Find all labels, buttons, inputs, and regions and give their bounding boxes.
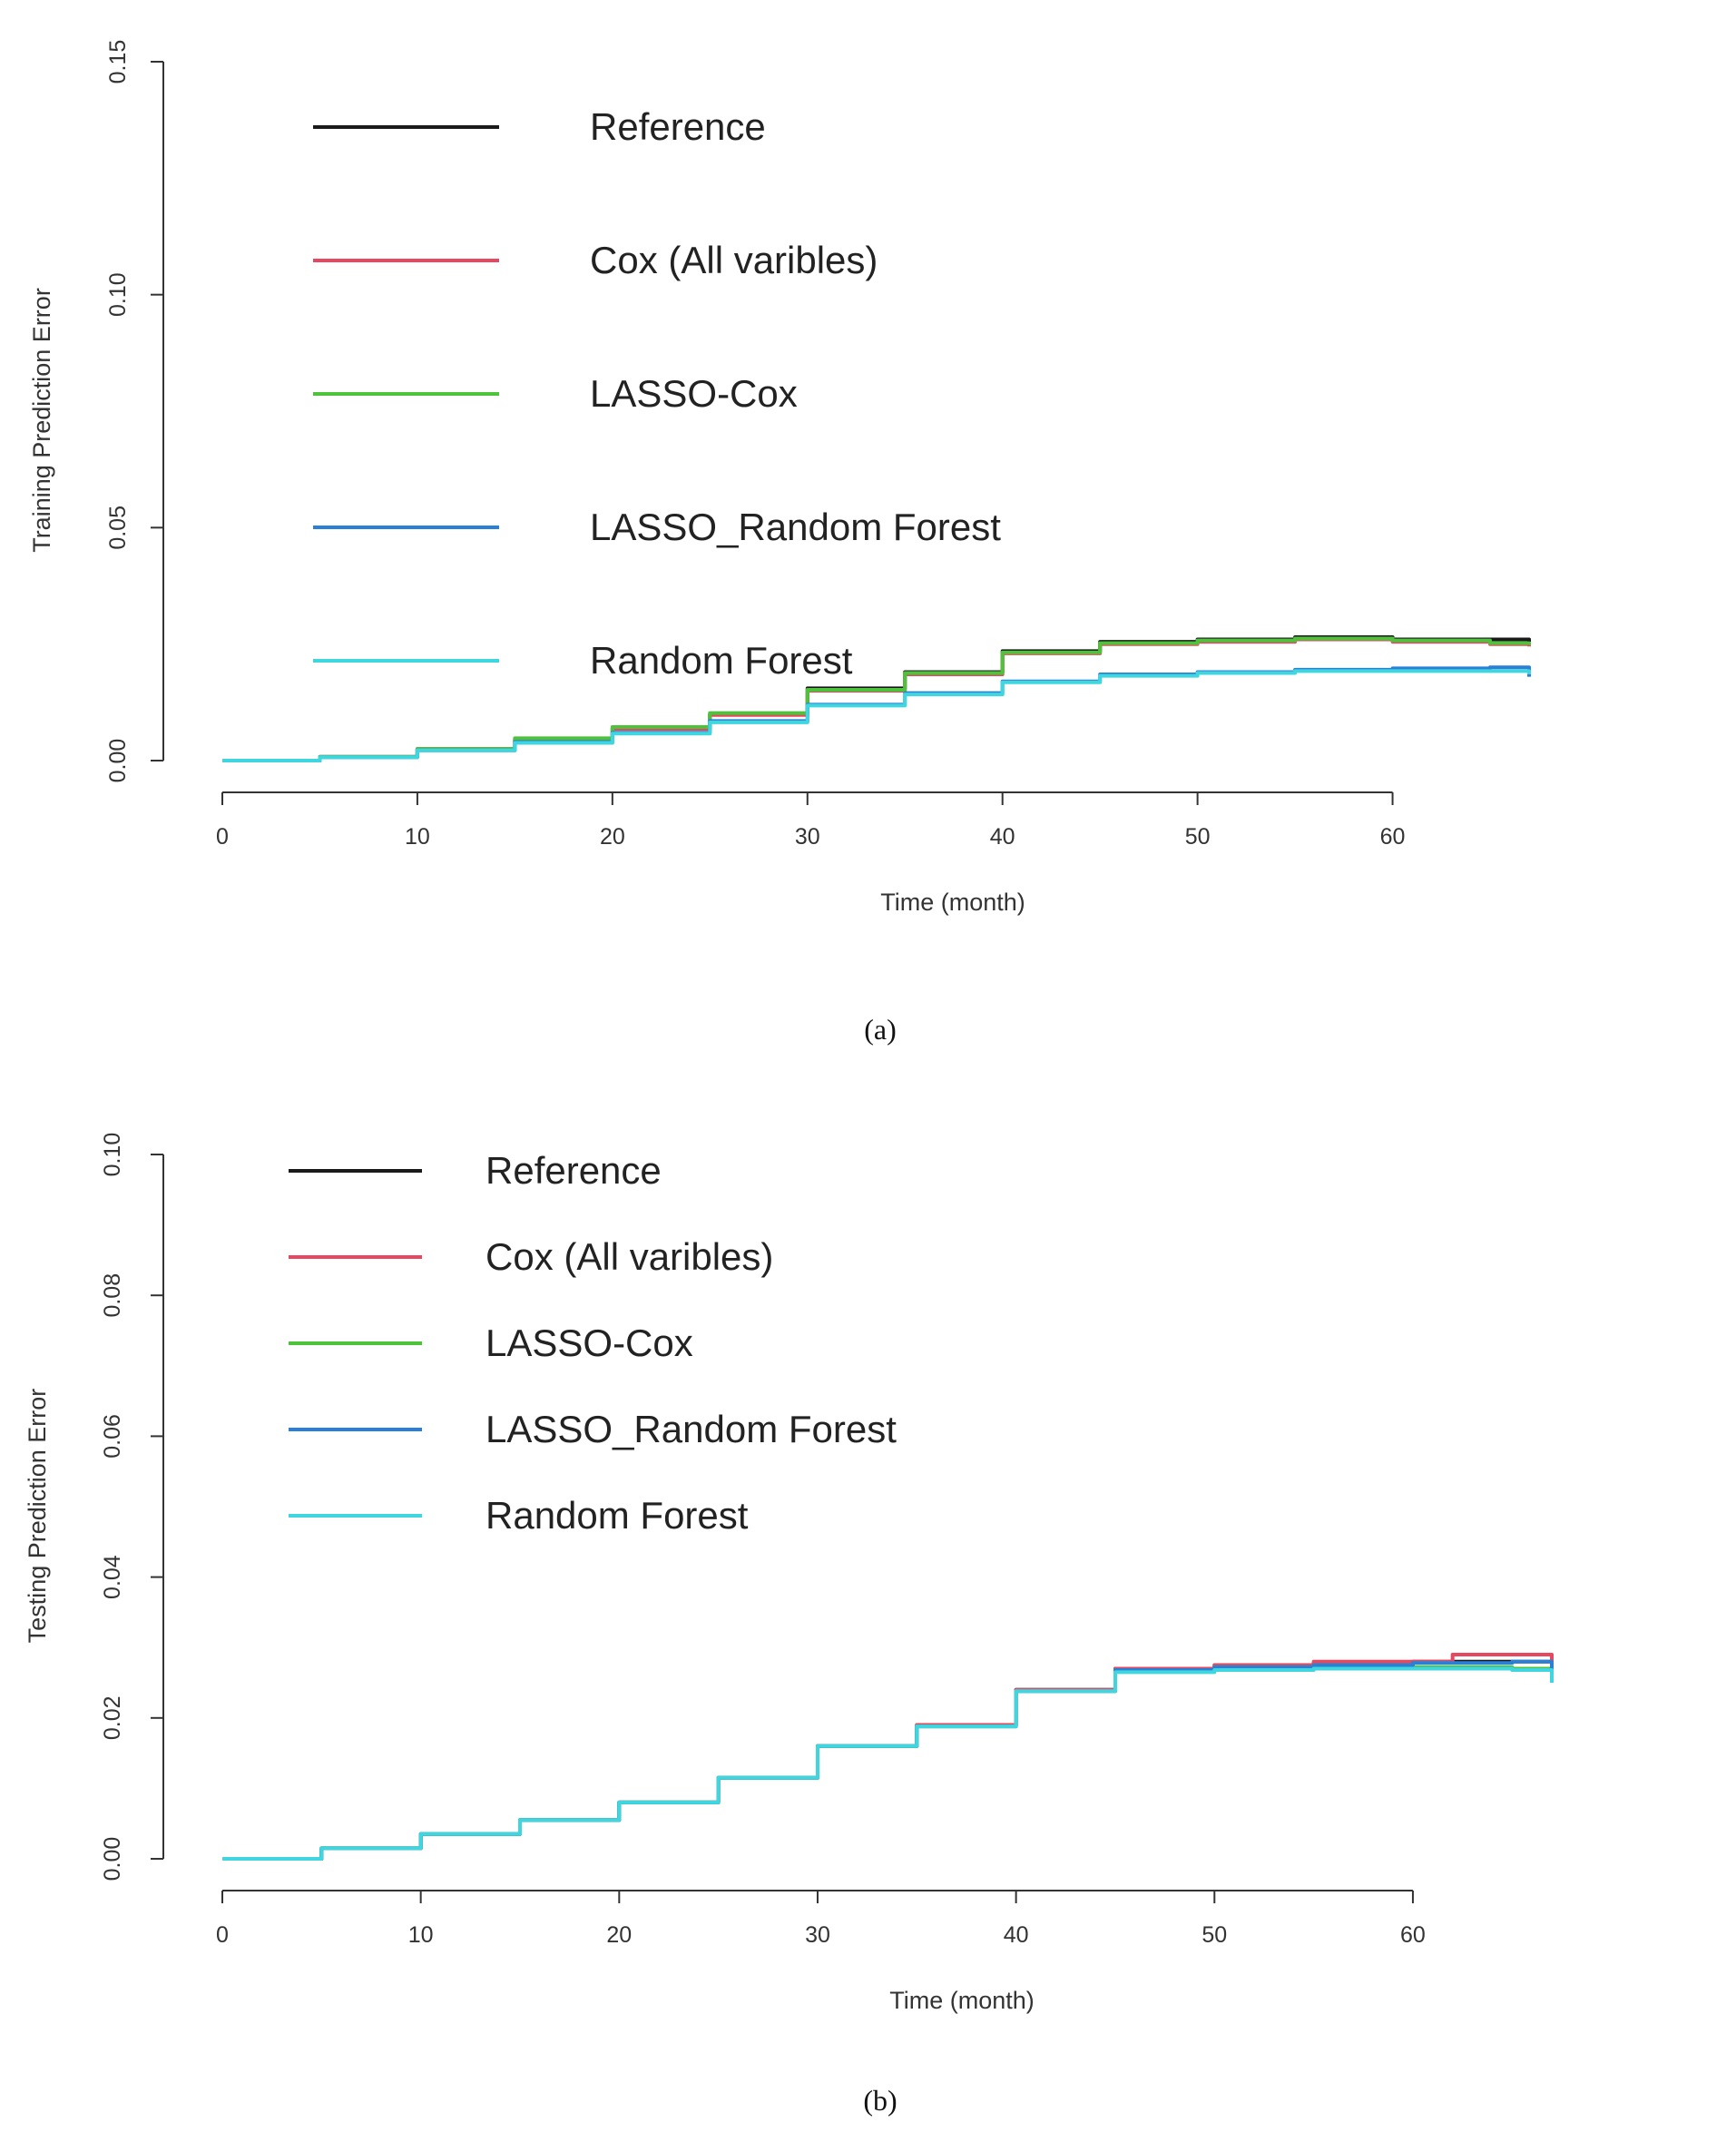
chart-panel-a: 0.00 0.05 0.10 0.15 Training Prediction Erro… <box>28 40 1531 1046</box>
legend-label: Cox (All varibles) <box>485 1235 773 1278</box>
y-tick-label: 0.06 <box>100 1414 125 1459</box>
chart-panel-b: 0.00 0.02 0.04 0.06 0.08 0.10 Testing Predicti… <box>24 1133 1554 2117</box>
x-axis-title: Time (month) <box>880 889 1025 916</box>
series-line-random-forest <box>222 1666 1554 1861</box>
legend-label: Reference <box>590 105 766 148</box>
legend-label: Random Forest <box>590 639 853 682</box>
y-axis-title: Training Prediction Error <box>28 288 55 553</box>
x-tick-label: 50 <box>1185 824 1211 850</box>
series-line-lasso-random-forest <box>222 665 1531 762</box>
y-tick-label: 0.00 <box>105 739 131 783</box>
x-tick-label: 30 <box>805 1922 830 1948</box>
figure-caption: (b) <box>863 2084 897 2117</box>
y-tick-label: 0.15 <box>105 40 131 84</box>
legend-label: Cox (All varibles) <box>590 239 878 281</box>
legend-label: Reference <box>485 1149 662 1192</box>
series-line-cox-all-varibles- <box>222 637 1531 762</box>
x-tick-label: 40 <box>1004 1922 1029 1948</box>
y-tick-label: 0.10 <box>105 272 131 317</box>
y-tick-label: 0.02 <box>100 1695 125 1740</box>
legend-label: LASSO_Random Forest <box>485 1408 897 1450</box>
legend-label: LASSO_Random Forest <box>590 506 1001 548</box>
x-tick-label: 10 <box>405 824 430 850</box>
series-line-random-forest <box>222 669 1531 762</box>
x-tick-label: 20 <box>600 824 625 850</box>
legend-label: LASSO-Cox <box>485 1321 693 1364</box>
x-tick-label: 60 <box>1400 1922 1426 1948</box>
figure-caption: (a) <box>864 1013 897 1046</box>
series-line-reference <box>222 635 1531 762</box>
x-tick-label: 0 <box>216 824 229 850</box>
series-line-lasso-cox <box>222 636 1531 762</box>
x-tick-label: 0 <box>216 1922 229 1948</box>
y-axis-title: Testing Prediction Error <box>24 1389 51 1644</box>
x-axis-title: Time (month) <box>889 1987 1035 2014</box>
x-tick-label: 50 <box>1201 1922 1227 1948</box>
y-tick-label: 0.08 <box>100 1273 125 1318</box>
series-line-lasso-cox <box>222 1663 1554 1861</box>
legend-label: LASSO-Cox <box>590 372 798 415</box>
series-line-reference <box>222 1659 1554 1861</box>
series-line-cox-all-varibles- <box>222 1653 1554 1861</box>
series-line-lasso-random-forest <box>222 1659 1554 1861</box>
x-tick-label: 10 <box>408 1922 434 1948</box>
x-tick-label: 40 <box>990 824 1015 850</box>
x-tick-label: 60 <box>1380 824 1406 850</box>
y-tick-label: 0.10 <box>100 1133 125 1177</box>
x-tick-label: 20 <box>606 1922 632 1948</box>
y-tick-label: 0.05 <box>105 506 131 550</box>
x-tick-label: 30 <box>795 824 820 850</box>
legend-label: Random Forest <box>485 1494 749 1537</box>
y-tick-label: 0.00 <box>100 1837 125 1881</box>
y-tick-label: 0.04 <box>100 1555 125 1599</box>
